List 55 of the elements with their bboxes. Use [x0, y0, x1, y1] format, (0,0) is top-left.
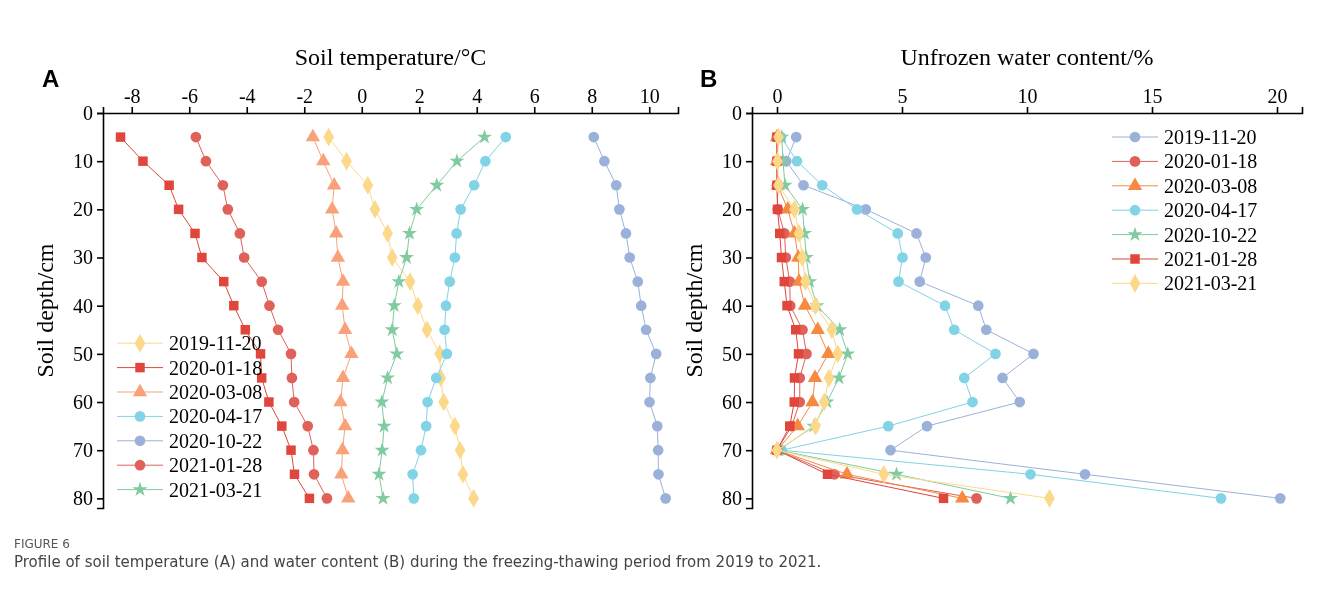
x-tick-label: 8 [587, 85, 598, 107]
y-tick-label: 40 [73, 294, 93, 317]
y-tick-label: 30 [73, 246, 93, 269]
y-tick-label: 80 [722, 487, 742, 510]
y-tick-label: 20 [722, 198, 742, 221]
caption: FIGURE 6 [14, 537, 70, 551]
y-tick-label: 80 [73, 487, 93, 510]
legend-label: 2020-01-18 [169, 356, 263, 379]
y-tick-label: 60 [73, 390, 93, 413]
x-tick-label: -4 [238, 85, 256, 107]
x-tick-label: 0 [772, 85, 783, 107]
y-tick-label: 10 [722, 150, 742, 173]
chart-title: A [42, 65, 60, 92]
legend-label: 2020-10-22 [1164, 223, 1258, 246]
y-tick-label: 50 [73, 342, 93, 365]
y-tick-label: 10 [73, 150, 93, 173]
x-axis-title: Soil temperature/°C [294, 44, 487, 70]
y-tick-label: 50 [722, 342, 742, 365]
y-tick-label: 20 [73, 198, 93, 221]
x-tick-label: 5 [897, 85, 908, 107]
chart-title: B [700, 65, 718, 92]
y-axis-title: Soil depth/cm [681, 243, 707, 378]
y-tick-label: 30 [722, 246, 742, 269]
x-tick-label: 0 [357, 85, 368, 107]
legend-label: 2020-04-17 [1164, 199, 1258, 222]
legend-label: 2021-01-28 [1164, 248, 1258, 270]
legend-label: 2020-10-22 [169, 429, 263, 452]
x-tick-label: -2 [296, 85, 314, 107]
x-tick-label: 20 [1267, 85, 1288, 107]
legend-label: 2020-01-18 [1164, 150, 1258, 173]
legend-label: 2021-03-21 [1164, 272, 1258, 295]
legend-label: 2020-03-08 [1164, 174, 1258, 197]
x-tick-label: 10 [1017, 85, 1038, 107]
x-tick-label: 2 [414, 85, 425, 107]
legend-label: 2020-03-08 [169, 381, 263, 403]
x-tick-label: 4 [472, 85, 483, 107]
y-tick-label: 40 [722, 294, 742, 317]
x-tick-label: -6 [181, 85, 199, 107]
y-tick-label: 0 [732, 101, 742, 124]
legend-label: 2019-11-20 [1164, 126, 1257, 148]
legend-label: 2019-11-20 [169, 332, 262, 355]
x-tick-label: 6 [529, 85, 540, 107]
y-axis-title: Soil depth/cm [32, 243, 58, 378]
x-tick-label: 15 [1142, 85, 1163, 107]
y-tick-label: 0 [83, 101, 93, 124]
legend-label: 2021-03-21 [169, 478, 263, 501]
legend-label: 2020-04-17 [169, 405, 263, 428]
y-tick-label: 70 [722, 439, 742, 462]
x-tick-label: -8 [123, 85, 141, 107]
y-tick-label: 60 [722, 390, 742, 413]
y-tick-label: 70 [73, 439, 93, 462]
legend-label: 2021-01-28 [169, 454, 263, 477]
text: Profile of soil temperature (A) and water content (B) during the freezing-thawing period from 2019 to 2021. [14, 553, 822, 571]
x-tick-label: 10 [639, 85, 660, 107]
x-axis-title: Unfrozen water content/% [900, 44, 1154, 70]
